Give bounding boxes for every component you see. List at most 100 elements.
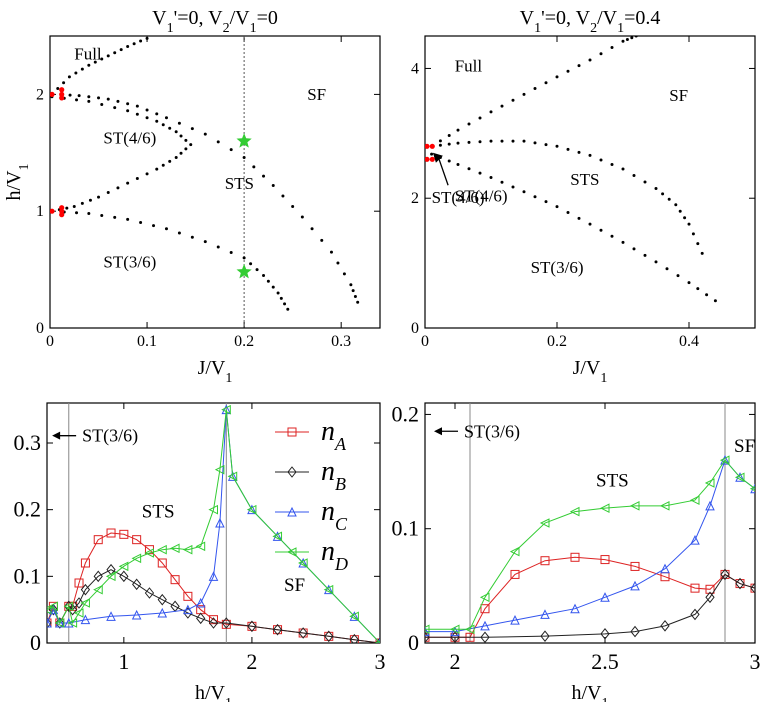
boundary-dot bbox=[145, 36, 149, 40]
boundary-dot bbox=[177, 231, 181, 235]
boundary-dot bbox=[152, 224, 156, 228]
data-point-na bbox=[630, 561, 640, 571]
data-point-nb bbox=[298, 627, 308, 639]
legend-entry: nC bbox=[321, 496, 348, 534]
red-endpoint-dot bbox=[59, 212, 65, 218]
data-point-nd bbox=[157, 544, 167, 555]
data-point-nb bbox=[272, 623, 283, 636]
region-label: SF bbox=[307, 85, 326, 104]
x-tick-label: 0.3 bbox=[331, 333, 351, 350]
data-point-nb bbox=[540, 630, 550, 642]
region-label: STS bbox=[596, 470, 629, 491]
data-point-nd bbox=[599, 503, 610, 513]
data-point-nc bbox=[272, 531, 283, 541]
data-point-nd bbox=[659, 501, 670, 511]
boundary-dot bbox=[566, 210, 570, 214]
boundary-dot bbox=[320, 238, 324, 242]
data-point-na bbox=[106, 528, 116, 538]
boundary-dot bbox=[161, 163, 165, 167]
y-tick-label: 0.3 bbox=[14, 430, 42, 455]
boundary-dot bbox=[126, 109, 130, 113]
boundary-dot bbox=[179, 134, 183, 138]
boundary-dot bbox=[351, 289, 355, 293]
boundary-dot bbox=[93, 60, 97, 64]
boundary-dot bbox=[336, 261, 340, 265]
x-tick-label: 2 bbox=[450, 649, 461, 674]
region-label: Full bbox=[455, 57, 483, 76]
boundary-dot bbox=[145, 172, 149, 176]
boundary-dot bbox=[216, 245, 220, 249]
boundary-dot bbox=[447, 133, 451, 137]
y-tick-label: 0.1 bbox=[14, 563, 42, 588]
y-tick-label: 0 bbox=[36, 320, 44, 337]
data-point-nc bbox=[705, 500, 715, 511]
boundary-dot bbox=[135, 176, 139, 180]
boundary-dot bbox=[145, 108, 149, 112]
region-label: STS bbox=[142, 502, 175, 523]
boundary-dot bbox=[533, 141, 537, 145]
data-point-nc bbox=[510, 615, 520, 625]
boundary-dot bbox=[155, 119, 159, 123]
data-point-nc bbox=[63, 617, 74, 628]
left-arrow-head bbox=[434, 427, 442, 436]
data-point-nc bbox=[208, 571, 219, 581]
boundary-dot bbox=[577, 216, 581, 220]
boundary-dot bbox=[174, 155, 178, 159]
boundary-dot bbox=[100, 57, 104, 61]
boundary-dot bbox=[599, 228, 603, 232]
boundary-dot bbox=[229, 250, 233, 254]
annotation-label: ST(4/6) bbox=[432, 188, 485, 207]
red-endpoint-dot bbox=[425, 143, 430, 149]
boundary-dot bbox=[588, 153, 592, 157]
boundary-dot bbox=[577, 150, 581, 154]
x-axis-label: h/V1 bbox=[195, 682, 232, 702]
boundary-dot bbox=[126, 181, 130, 185]
data-point-nd bbox=[195, 541, 206, 552]
boundary-dot bbox=[116, 99, 120, 103]
x-tick-label: 0.4 bbox=[679, 333, 699, 350]
series-line-nd bbox=[425, 459, 755, 630]
boundary-dot bbox=[500, 139, 504, 143]
boundary-dot bbox=[97, 96, 101, 100]
boundary-dot bbox=[262, 273, 266, 277]
data-point-nb bbox=[221, 617, 231, 629]
boundary-dot bbox=[87, 99, 91, 103]
boundary-dot bbox=[168, 126, 172, 130]
boundary-dot bbox=[691, 232, 695, 236]
boundary-dot bbox=[696, 242, 700, 246]
data-point-nc bbox=[450, 626, 460, 637]
data-point-nd bbox=[629, 501, 640, 511]
boundary-dot bbox=[189, 143, 193, 147]
series-line-nb bbox=[47, 569, 380, 643]
data-point-nd bbox=[689, 495, 700, 505]
boundary-dot bbox=[87, 63, 91, 67]
boundary-dot bbox=[113, 215, 117, 219]
data-point-nc bbox=[425, 626, 430, 637]
boundary-dot bbox=[126, 102, 130, 106]
data-point-nd bbox=[105, 571, 116, 582]
boundary-dot bbox=[164, 116, 168, 120]
boundary-dot bbox=[456, 128, 460, 132]
boundary-dot bbox=[203, 240, 207, 244]
red-endpoint-dot bbox=[429, 156, 435, 162]
boundary-dot bbox=[177, 121, 181, 125]
plot-frame bbox=[424, 402, 756, 644]
chart-panel-1: 0 0.1 0.2 0.3 0 1 2 V1'=0, V2/V1=0 J/V1 h/V1 Full S… bbox=[3, 7, 381, 386]
boundary-dot bbox=[438, 143, 442, 147]
data-point-nc bbox=[227, 471, 238, 481]
data-point-nc bbox=[215, 517, 225, 528]
data-point-nb bbox=[208, 617, 219, 629]
data-point-nd bbox=[349, 611, 359, 622]
data-point-na bbox=[705, 584, 715, 594]
data-point-na bbox=[600, 555, 610, 565]
data-point-nc bbox=[630, 580, 640, 591]
boundary-dot bbox=[667, 197, 671, 201]
data-point-na bbox=[480, 604, 490, 614]
data-point-na bbox=[93, 535, 103, 545]
data-point-nc bbox=[157, 607, 168, 618]
data-point-na bbox=[209, 615, 218, 625]
boundary-dot bbox=[65, 206, 69, 210]
x-axis-label: h/V1 bbox=[572, 682, 609, 702]
data-point-na bbox=[119, 529, 129, 539]
